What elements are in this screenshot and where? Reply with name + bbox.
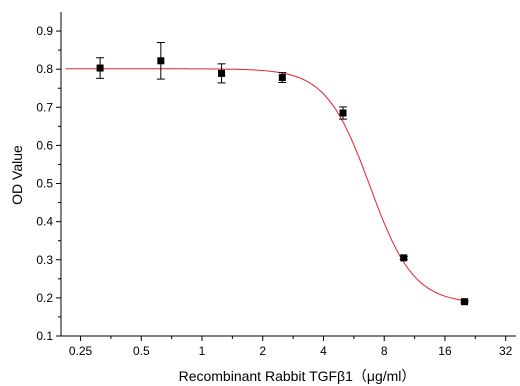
y-tick-label: 0.8	[36, 62, 53, 76]
x-tick-label: 4	[320, 344, 327, 358]
fit-layer	[65, 68, 469, 302]
data-point	[96, 64, 104, 72]
data-point	[460, 298, 468, 306]
y-tick-label: 0.2	[36, 291, 53, 305]
data-point	[157, 57, 165, 65]
data-point	[400, 254, 408, 262]
x-axis-title: Recombinant Rabbit TGFβ1（μg/ml）	[179, 368, 416, 384]
y-tick-label: 0.9	[36, 24, 53, 38]
y-tick-label: 0.4	[36, 215, 53, 229]
y-axis-title: OD Value	[9, 145, 25, 205]
points-layer	[96, 41, 469, 306]
fit-curve	[65, 68, 469, 302]
y-tick-label: 0.5	[36, 177, 53, 191]
y-tick-label: 0.6	[36, 138, 53, 152]
y-tick-label: 0.7	[36, 100, 53, 114]
data-point	[278, 74, 286, 82]
data-point	[218, 69, 226, 77]
x-tick-label: 0.5	[133, 344, 150, 358]
data-point	[339, 109, 347, 117]
x-tick-label: 32	[499, 344, 513, 358]
y-tick-label: 0.1	[36, 329, 53, 343]
x-tick-label: 1	[199, 344, 206, 358]
axes-layer: 0.1 0.2 0.3 0.4 0.5 0.6 0.7 0.8 0.9 0.25 0.5 1 2 4 8 16…	[36, 12, 516, 358]
x-tick-label: 2	[259, 344, 266, 358]
x-tick-label: 8	[381, 344, 388, 358]
x-tick-label: 0.25	[69, 344, 93, 358]
x-tick-label: 16	[438, 344, 452, 358]
y-tick-label: 0.3	[36, 253, 53, 267]
